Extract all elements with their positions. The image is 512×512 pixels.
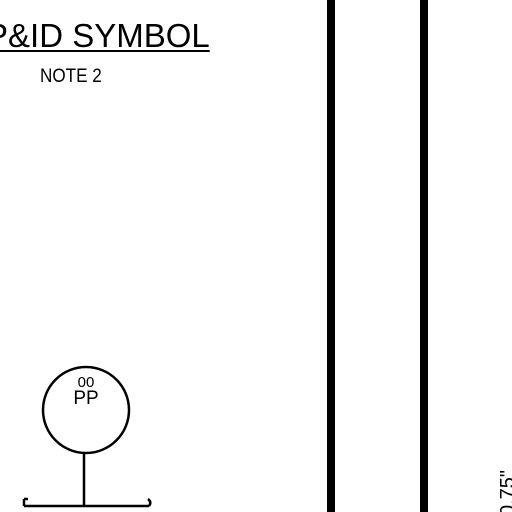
base-left-tick: [22, 497, 28, 506]
note-label: NOTE 2: [40, 66, 102, 87]
instrument-tag-letters: PP: [73, 388, 98, 409]
dimension-label: 0.75": [497, 469, 512, 512]
vertical-rule-left: [327, 0, 335, 512]
instrument-tag-number: 00: [78, 374, 95, 391]
vertical-rule-right: [420, 0, 428, 512]
base-right-tick: [147, 498, 152, 507]
instrument-bubble: [41, 365, 131, 455]
heading: P&ID SYMBOL: [0, 17, 210, 54]
